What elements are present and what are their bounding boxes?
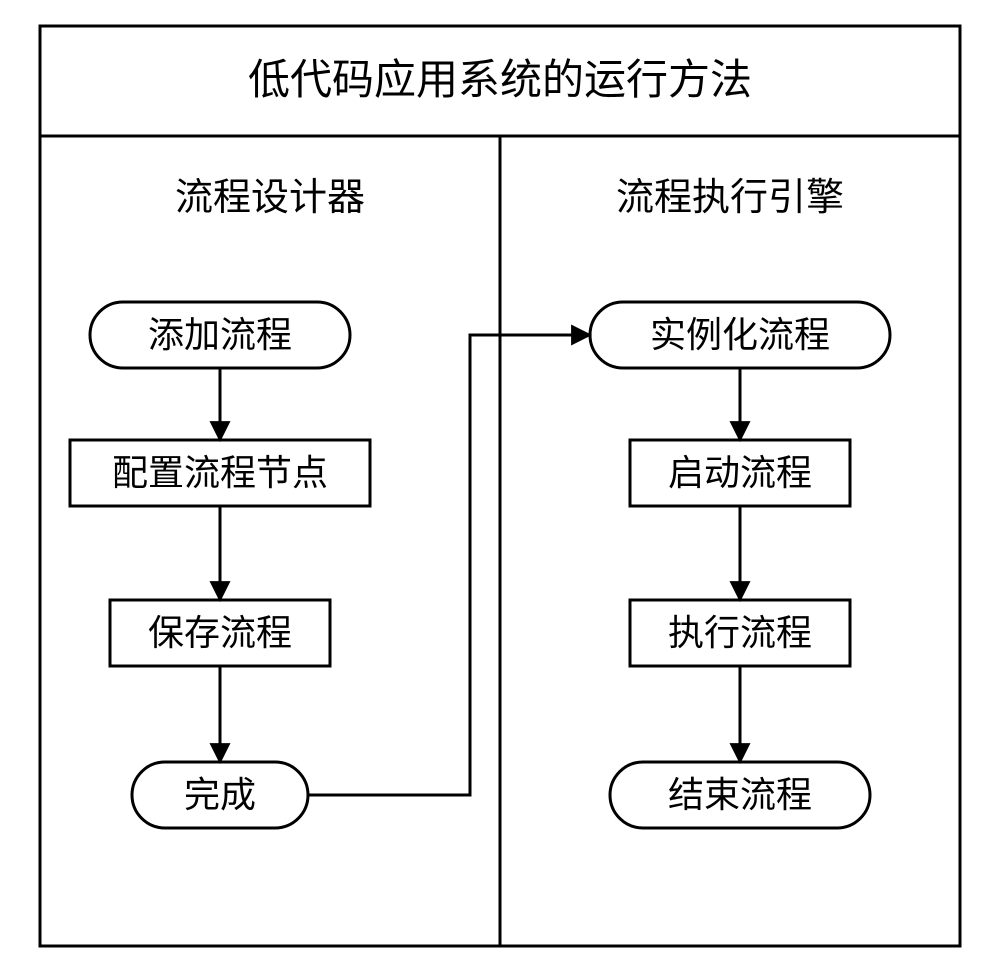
node-label-L1: 添加流程 xyxy=(148,315,292,355)
node-label-R2: 启动流程 xyxy=(668,453,812,493)
node-label-R4: 结束流程 xyxy=(668,775,812,815)
node-label-L2: 配置流程节点 xyxy=(112,453,328,493)
node-label-L4: 完成 xyxy=(184,775,256,815)
node-label-L3: 保存流程 xyxy=(148,613,292,653)
node-label-R3: 执行流程 xyxy=(668,613,812,653)
edge-L4-R1 xyxy=(308,335,590,795)
left-column-title: 流程设计器 xyxy=(175,177,365,219)
node-label-R1: 实例化流程 xyxy=(650,315,830,355)
right-column-title: 流程执行引擎 xyxy=(616,177,844,219)
main-title: 低代码应用系统的运行方法 xyxy=(248,57,752,104)
